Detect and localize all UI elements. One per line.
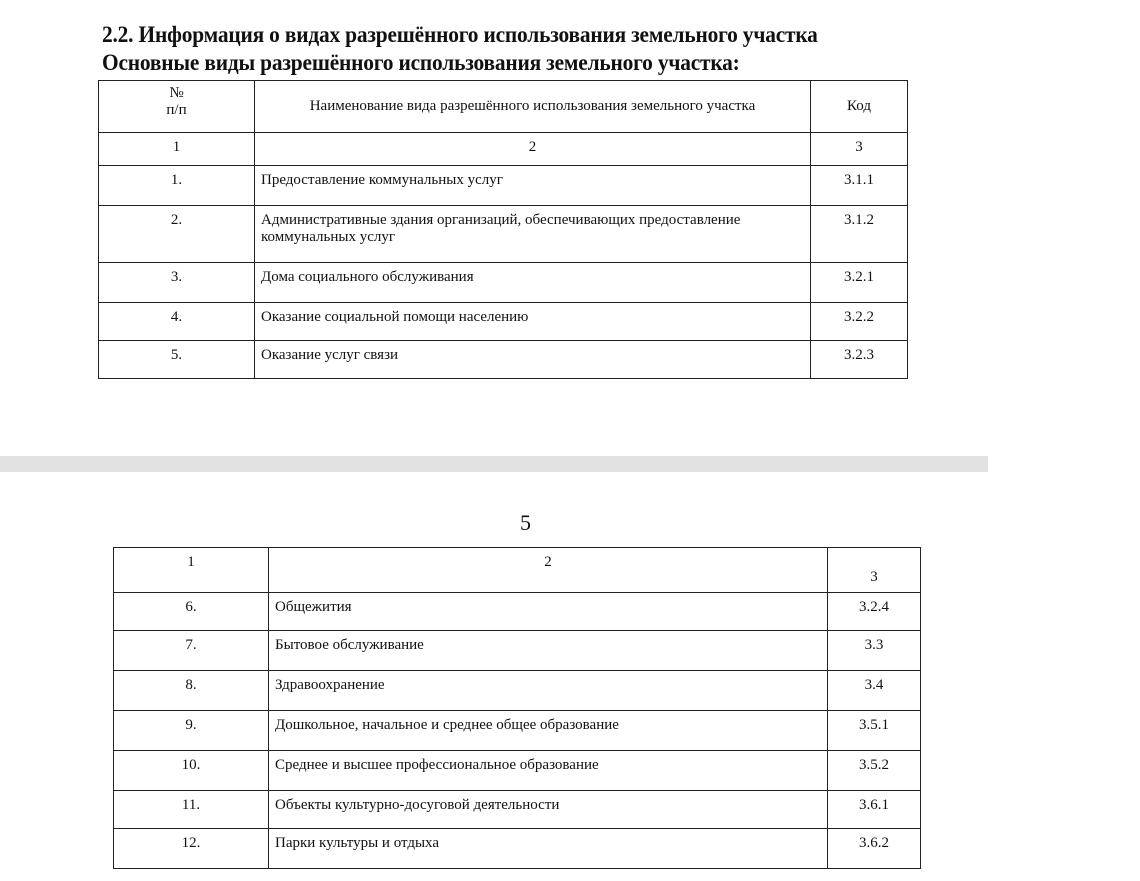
- header-code: Код: [810, 80, 908, 133]
- colnum: 1: [98, 132, 255, 166]
- table-row: 11. Объекты культурно-досуговой деятельно…: [113, 790, 921, 829]
- use-name: Административные здания организаций, обе…: [254, 205, 811, 263]
- column-number-row: 1 2 3: [113, 547, 921, 593]
- use-code: 3.4: [827, 670, 921, 711]
- use-code: 3.3: [827, 630, 921, 671]
- use-name: Предоставление коммунальных услуг: [254, 165, 811, 206]
- use-code: 3.2.3: [810, 340, 908, 379]
- use-code: 3.5.2: [827, 750, 921, 791]
- use-name: Парки культуры и отдыха: [268, 828, 828, 869]
- use-name: Общежития: [268, 592, 828, 631]
- section-heading: 2.2. Информация о видах разрешённого исп…: [102, 22, 818, 47]
- table-row: 3. Дома социального обслуживания 3.2.1: [98, 262, 908, 303]
- use-code: 3.1.1: [810, 165, 908, 206]
- table-row: 10. Среднее и высшее профессиональное обр…: [113, 750, 921, 791]
- colnum: 3: [827, 547, 921, 593]
- use-name: Среднее и высшее профессиональное образо…: [268, 750, 828, 791]
- row-number: 11.: [113, 790, 269, 829]
- table-row: 9. Дошкольное, начальное и среднее общее …: [113, 710, 921, 751]
- column-number-row: 1 2 3: [98, 132, 908, 166]
- colnum: 2: [254, 132, 811, 166]
- table-permitted-uses-1: № п/п Наименование вида разрешённого исп…: [98, 80, 908, 379]
- use-code: 3.6.2: [827, 828, 921, 869]
- table-row: 4. Оказание социальной помощи населению 3.…: [98, 302, 908, 341]
- table-row: 6. Общежития 3.2.4: [113, 592, 921, 631]
- row-number: 8.: [113, 670, 269, 711]
- table-row: 2. Административные здания организаций, о…: [98, 205, 908, 263]
- table-row: 8. Здравоохранение 3.4: [113, 670, 921, 711]
- table-header-row: № п/п Наименование вида разрешённого исп…: [98, 80, 908, 133]
- use-name: Дошкольное, начальное и среднее общее об…: [268, 710, 828, 751]
- row-number: 10.: [113, 750, 269, 791]
- table-row: 5. Оказание услуг связи 3.2.3: [98, 340, 908, 379]
- use-name: Здравоохранение: [268, 670, 828, 711]
- table-row: 7. Бытовое обслуживание 3.3: [113, 630, 921, 671]
- row-number: 3.: [98, 262, 255, 303]
- row-number: 7.: [113, 630, 269, 671]
- row-number: 4.: [98, 302, 255, 341]
- page-separator: [0, 456, 988, 472]
- use-code: 3.1.2: [810, 205, 908, 263]
- row-number: 2.: [98, 205, 255, 263]
- use-name: Оказание услуг связи: [254, 340, 811, 379]
- subsection-heading: Основные виды разрешённого использования…: [102, 50, 740, 75]
- row-number: 1.: [98, 165, 255, 206]
- use-name: Объекты культурно-досуговой деятельности: [268, 790, 828, 829]
- use-code: 3.6.1: [827, 790, 921, 829]
- use-name: Дома социального обслуживания: [254, 262, 811, 303]
- use-code: 3.2.4: [827, 592, 921, 631]
- header-name: Наименование вида разрешённого использов…: [254, 80, 811, 133]
- row-number: 9.: [113, 710, 269, 751]
- table-row: 12. Парки культуры и отдыха 3.6.2: [113, 828, 921, 869]
- use-name: Бытовое обслуживание: [268, 630, 828, 671]
- colnum: 2: [268, 547, 828, 593]
- table-row: 1. Предоставление коммунальных услуг 3.1.1: [98, 165, 908, 206]
- use-code: 3.5.1: [827, 710, 921, 751]
- use-code: 3.2.2: [810, 302, 908, 341]
- use-code: 3.2.1: [810, 262, 908, 303]
- header-number: № п/п: [98, 80, 255, 133]
- row-number: 6.: [113, 592, 269, 631]
- use-name: Оказание социальной помощи населению: [254, 302, 811, 341]
- row-number: 12.: [113, 828, 269, 869]
- colnum: 1: [113, 547, 269, 593]
- page-number: 5: [520, 510, 531, 535]
- table-permitted-uses-2: 1 2 3 6. Общежития 3.2.4 7. Бытовое обслужив…: [113, 547, 921, 869]
- row-number: 5.: [98, 340, 255, 379]
- colnum: 3: [810, 132, 908, 166]
